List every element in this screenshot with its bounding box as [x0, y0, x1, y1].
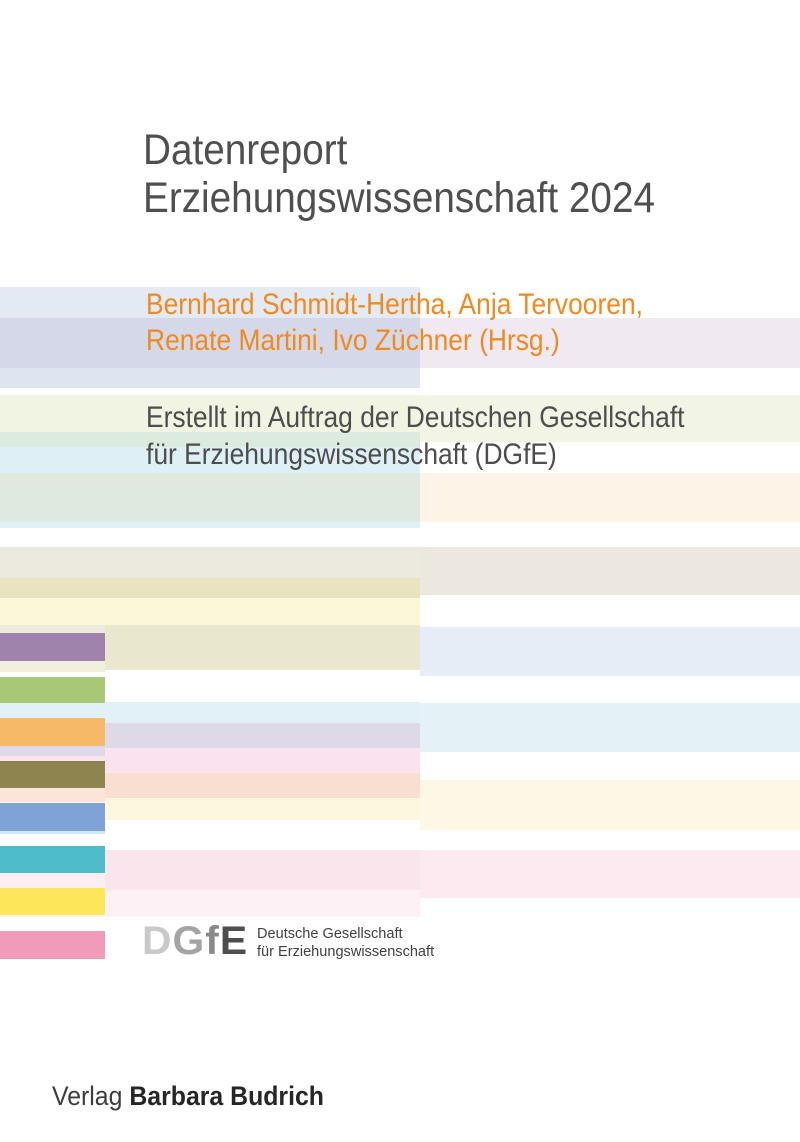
color-block-yellow: [0, 888, 105, 915]
stripe-right: [420, 395, 800, 442]
stripe-right: [420, 703, 800, 752]
stripe-right: [420, 318, 800, 368]
stripe-right: [420, 627, 800, 676]
stripe-left: [0, 522, 420, 528]
stripe-right: [420, 473, 800, 522]
editors-line2: Renate Martini, Ivo Züchner (Hrsg.): [146, 324, 560, 357]
stripe-left: [0, 473, 420, 522]
stripe-accent: [0, 873, 105, 888]
stripe-left: [0, 368, 420, 388]
stripe-left: [0, 447, 420, 473]
stripe-left: [0, 702, 420, 723]
book-title-line1: Datenreport: [143, 126, 348, 174]
dgfe-caption-line1: Deutsche Gesellschaft: [257, 925, 403, 942]
color-block-green: [0, 677, 105, 703]
dgfe-letter-D: D: [142, 919, 173, 963]
dgfe-letter-f: f: [205, 919, 220, 963]
dgfe-logo-caption: Deutsche Gesellschaft für Erziehungswiss…: [257, 920, 434, 960]
stripe-right: [420, 850, 800, 898]
stripe-right: [420, 780, 800, 830]
color-block-pink: [0, 931, 105, 959]
stripe-left: [0, 578, 420, 598]
color-block-purple: [0, 633, 105, 661]
editors: Bernhard Schmidt-Hertha, Anja Tervooren,…: [146, 287, 711, 359]
stripe-left: [0, 395, 420, 432]
commission-line2: für Erziehungswissenschaft (DGfE): [146, 438, 557, 471]
stripe-left: [0, 287, 420, 318]
color-block-orange: [0, 718, 105, 746]
dgfe-logo: DGfE Deutsche Gesellschaft für Erziehung…: [142, 920, 440, 962]
color-block-teal: [0, 846, 105, 873]
editors-line1: Bernhard Schmidt-Hertha, Anja Tervooren,: [146, 288, 643, 321]
stripe-left: [0, 318, 420, 368]
commission-note: Erstellt im Auftrag der Deutschen Gesell…: [146, 399, 758, 473]
dgfe-caption-line2: für Erziehungswissenschaft: [257, 942, 435, 960]
stripe-accent: [0, 831, 105, 834]
stripe-accent: [0, 625, 105, 633]
dgfe-letter-E: E: [219, 919, 249, 963]
color-block-olive: [0, 761, 105, 788]
color-block-blue: [0, 803, 105, 831]
publisher-name: Barbara Budrich: [129, 1081, 324, 1111]
stripe-left: [0, 598, 420, 625]
book-title-line2: Erziehungswissenschaft 2024: [143, 174, 656, 222]
stripe-accent: [0, 746, 105, 756]
publisher-prefix: Verlag: [52, 1081, 123, 1111]
stripe-left: [0, 547, 420, 578]
book-title: Datenreport Erziehungswissenschaft 2024: [143, 126, 712, 222]
commission-line1: Erstellt im Auftrag der Deutschen Gesell…: [146, 401, 685, 434]
dgfe-logo-letters: DGfE: [142, 920, 248, 962]
publisher-imprint: Verlag Barbara Budrich: [52, 1081, 348, 1111]
stripe-accent: [0, 788, 105, 802]
stripe-left: [0, 432, 420, 447]
stripe-right: [420, 547, 800, 595]
stripe-accent: [0, 661, 105, 672]
stripe-left: [0, 798, 420, 820]
dgfe-letter-G: G: [172, 919, 206, 963]
